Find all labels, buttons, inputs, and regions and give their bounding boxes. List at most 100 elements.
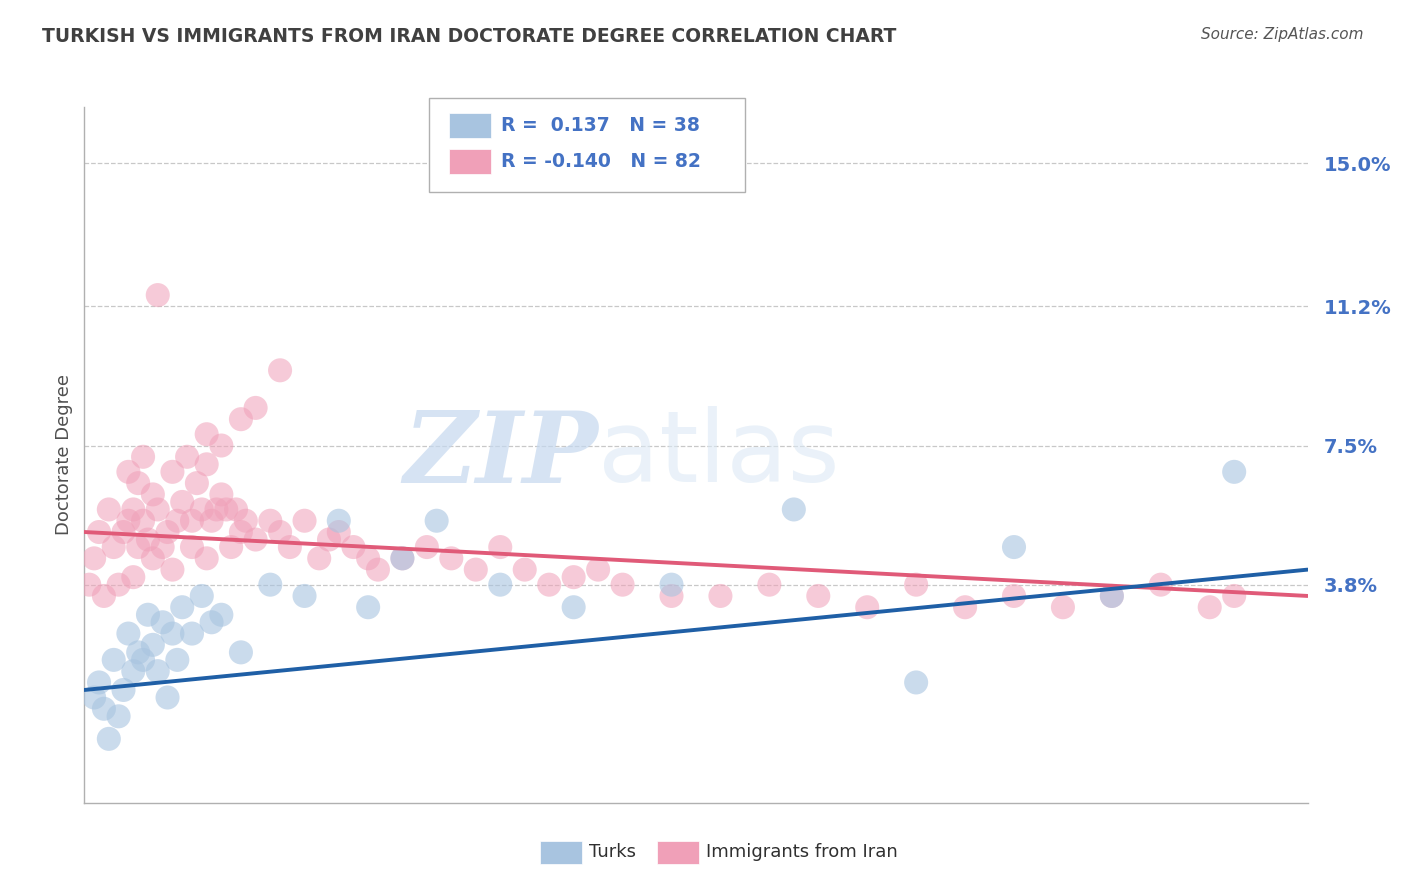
Point <box>856 600 879 615</box>
Point <box>294 589 316 603</box>
Point <box>357 551 380 566</box>
Point <box>278 540 301 554</box>
Point <box>117 465 139 479</box>
Point <box>146 288 169 302</box>
Point <box>391 551 413 566</box>
Point <box>807 589 830 603</box>
Point <box>97 731 120 746</box>
Point <box>122 570 145 584</box>
Point <box>127 540 149 554</box>
Point <box>103 653 125 667</box>
Point <box>391 551 413 566</box>
Point <box>191 589 214 603</box>
Point <box>83 551 105 566</box>
Point <box>1101 589 1123 603</box>
Point <box>235 514 257 528</box>
Point <box>117 514 139 528</box>
Point <box>152 615 174 630</box>
Point <box>181 626 204 640</box>
Point <box>112 524 135 539</box>
Point <box>87 524 110 539</box>
Point <box>172 495 194 509</box>
Text: R =  0.137   N = 38: R = 0.137 N = 38 <box>501 116 699 136</box>
Point <box>905 577 928 591</box>
Point <box>186 476 208 491</box>
Point <box>200 615 222 630</box>
Point <box>132 514 155 528</box>
Text: R = -0.140   N = 82: R = -0.140 N = 82 <box>501 152 700 171</box>
Point <box>132 653 155 667</box>
Point <box>142 551 165 566</box>
Point <box>318 533 340 547</box>
Point <box>661 589 683 603</box>
Point <box>117 626 139 640</box>
Point <box>328 524 350 539</box>
Point <box>416 540 439 554</box>
Point <box>122 502 145 516</box>
Point <box>905 675 928 690</box>
Point <box>1223 589 1246 603</box>
Point <box>294 514 316 528</box>
Point <box>215 502 238 516</box>
Point <box>176 450 198 464</box>
Point <box>152 540 174 554</box>
Point <box>1052 600 1074 615</box>
Point <box>93 589 115 603</box>
Point <box>191 502 214 516</box>
Point <box>142 487 165 501</box>
Point <box>112 683 135 698</box>
Point <box>107 577 129 591</box>
Point <box>513 563 536 577</box>
Point <box>229 412 252 426</box>
Point <box>156 524 179 539</box>
Point <box>1150 577 1173 591</box>
Point <box>136 607 159 622</box>
Point <box>342 540 364 554</box>
Point <box>219 540 242 554</box>
Text: Immigrants from Iran: Immigrants from Iran <box>706 843 897 861</box>
Point <box>426 514 449 528</box>
Point <box>269 363 291 377</box>
Point <box>136 533 159 547</box>
Point <box>245 533 267 547</box>
Point <box>269 524 291 539</box>
Text: ZIP: ZIP <box>404 407 598 503</box>
Point <box>156 690 179 705</box>
Point <box>181 540 204 554</box>
Point <box>1002 540 1025 554</box>
Point <box>661 577 683 591</box>
Text: atlas: atlas <box>598 407 839 503</box>
Point <box>259 514 281 528</box>
Point <box>200 514 222 528</box>
Text: TURKISH VS IMMIGRANTS FROM IRAN DOCTORATE DEGREE CORRELATION CHART: TURKISH VS IMMIGRANTS FROM IRAN DOCTORAT… <box>42 27 897 45</box>
Text: Source: ZipAtlas.com: Source: ZipAtlas.com <box>1201 27 1364 42</box>
Point <box>367 563 389 577</box>
Point <box>205 502 228 516</box>
Point <box>172 600 194 615</box>
Point <box>328 514 350 528</box>
Point <box>146 664 169 678</box>
Point <box>195 551 218 566</box>
Point <box>489 540 512 554</box>
Point <box>1198 600 1220 615</box>
Point <box>195 427 218 442</box>
Point <box>146 502 169 516</box>
Point <box>953 600 976 615</box>
Point <box>83 690 105 705</box>
Point <box>440 551 463 566</box>
Point <box>195 458 218 472</box>
Point <box>612 577 634 591</box>
Point <box>1223 465 1246 479</box>
Point <box>142 638 165 652</box>
Point <box>464 563 486 577</box>
Y-axis label: Doctorate Degree: Doctorate Degree <box>55 375 73 535</box>
Text: Turks: Turks <box>589 843 636 861</box>
Point <box>538 577 561 591</box>
Point <box>308 551 330 566</box>
Point <box>132 450 155 464</box>
Point <box>103 540 125 554</box>
Point <box>97 502 120 516</box>
Point <box>87 675 110 690</box>
Point <box>562 600 585 615</box>
Point <box>166 514 188 528</box>
